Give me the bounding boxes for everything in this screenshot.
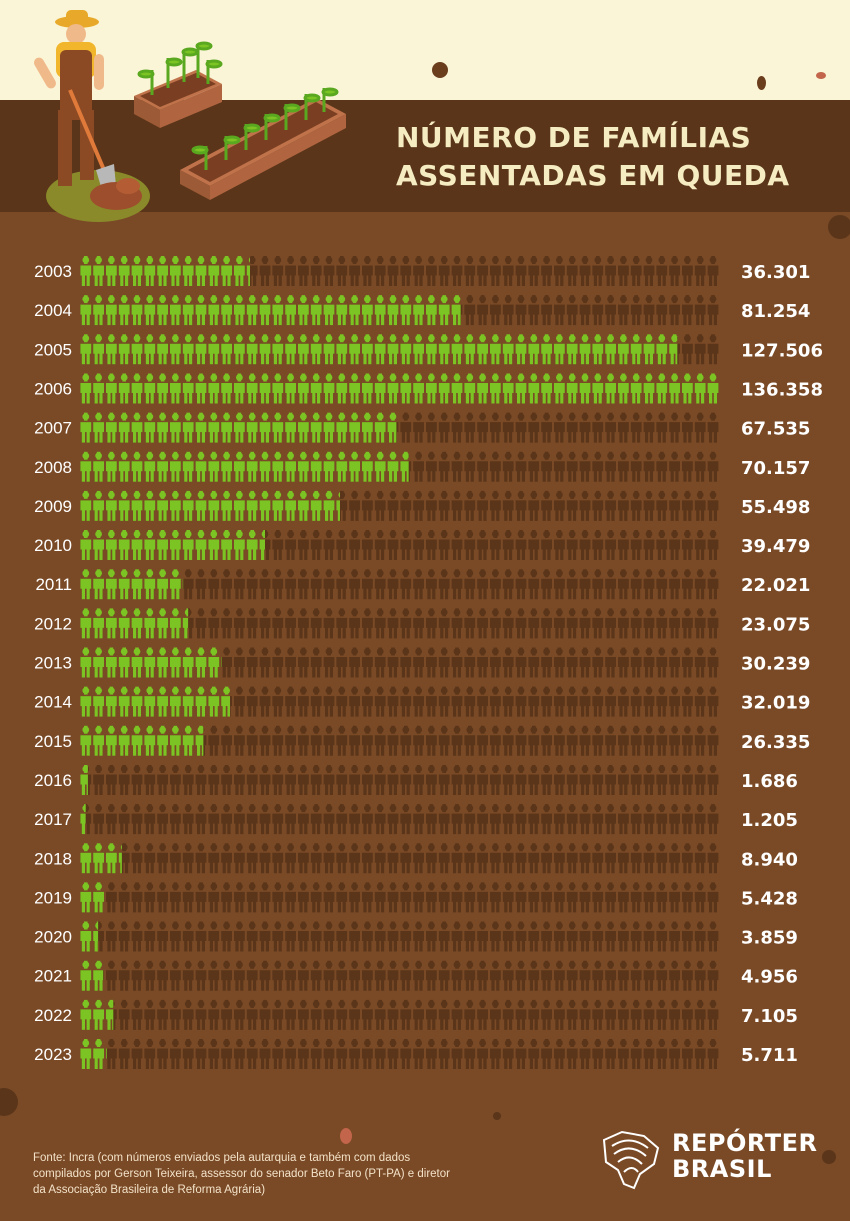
planter-box-icon <box>180 87 346 200</box>
dirt-speck <box>816 72 826 79</box>
year-label: 2003 <box>34 262 72 281</box>
chart-row: 2003 36.301 <box>34 256 810 286</box>
farmer-icon <box>34 10 116 190</box>
value-label: 5.428 <box>741 888 798 909</box>
value-label: 8.940 <box>741 849 798 870</box>
logo-line-2: BRASIL <box>672 1155 772 1183</box>
chart-title: NÚMERO DE FAMÍLIAS ASSENTADAS EM QUEDA <box>396 119 836 195</box>
farmer-illustration <box>34 10 346 222</box>
chart-row: 2005 127.506 <box>34 334 823 365</box>
dirt-speck <box>340 1128 352 1144</box>
bar-2005 <box>80 334 678 365</box>
value-label: 3.859 <box>741 928 798 949</box>
year-label: 2005 <box>34 340 72 359</box>
year-label: 2009 <box>34 497 72 516</box>
year-label: 2007 <box>34 419 72 438</box>
year-label: 2006 <box>34 379 72 398</box>
value-label: 4.956 <box>741 967 798 988</box>
chart-row: 2019 5.428 <box>34 882 798 913</box>
empty-figures <box>80 1039 719 1069</box>
dirt-speck <box>432 62 448 78</box>
source-note: Fonte: Incra (com números enviados pela … <box>33 1152 450 1196</box>
value-label: 32.019 <box>741 693 810 714</box>
value-label: 23.075 <box>741 614 810 635</box>
value-label: 26.335 <box>741 732 810 753</box>
chart-row: 2022 7.105 <box>34 999 798 1030</box>
chart-row: 2006 136.358 <box>34 373 823 404</box>
year-label: 2018 <box>34 849 72 868</box>
chart-row: 2017 1.205 <box>34 804 798 835</box>
year-label: 2016 <box>34 771 72 790</box>
chart-row: 2008 70.157 <box>34 451 810 482</box>
empty-figures <box>80 843 719 874</box>
value-label: 36.301 <box>741 262 810 283</box>
year-label: 2011 <box>35 575 72 594</box>
brazil-map-fingerprint-icon <box>602 1130 660 1190</box>
value-label: 136.358 <box>741 379 823 400</box>
value-label: 39.479 <box>741 536 810 557</box>
dirt-speck <box>822 1150 836 1164</box>
soil-pile-icon <box>90 178 142 210</box>
year-label: 2013 <box>34 654 72 673</box>
chart-row: 2012 23.075 <box>34 608 810 639</box>
empty-figures <box>80 764 719 795</box>
chart-row: 2007 67.535 <box>34 412 810 443</box>
logo-wordmark: REPÓRTER BRASIL <box>672 1130 818 1182</box>
value-label: 1.205 <box>741 810 798 831</box>
dirt-speck <box>757 76 766 90</box>
chart-row: 2018 8.940 <box>34 843 798 874</box>
empty-figures <box>80 882 719 913</box>
chart-row: 2021 4.956 <box>34 960 798 991</box>
year-label: 2023 <box>34 1045 72 1064</box>
year-label: 2015 <box>34 732 72 751</box>
empty-figures <box>80 999 719 1030</box>
year-label: 2008 <box>34 458 72 477</box>
dirt-speck <box>0 1088 18 1116</box>
chart-title-line-2: ASSENTADAS EM QUEDA <box>396 159 790 192</box>
value-label: 22.021 <box>741 575 810 596</box>
chart-row: 2004 81.254 <box>34 295 810 326</box>
chart-row: 2009 55.498 <box>34 490 810 521</box>
value-label: 67.535 <box>741 419 810 440</box>
empty-figures <box>80 804 719 835</box>
year-label: 2021 <box>34 967 72 986</box>
value-label: 1.686 <box>741 771 798 792</box>
year-label: 2022 <box>34 1006 72 1025</box>
value-label: 127.506 <box>741 340 823 361</box>
year-label: 2012 <box>34 614 72 633</box>
chart-row: 2014 32.019 <box>34 686 810 717</box>
value-label: 7.105 <box>741 1006 798 1027</box>
year-label: 2004 <box>34 301 72 320</box>
value-label: 70.157 <box>741 458 810 479</box>
bar-2006 <box>80 373 719 404</box>
year-label: 2019 <box>34 888 72 907</box>
chart-row: 2010 39.479 <box>34 530 810 561</box>
reporter-brasil-logo: REPÓRTER BRASIL <box>596 1126 826 1196</box>
value-label: 81.254 <box>741 301 810 322</box>
header-cream-band <box>0 0 850 100</box>
empty-figures <box>80 921 719 952</box>
year-label: 2020 <box>34 928 72 947</box>
chart-row: 2013 30.239 <box>34 647 810 678</box>
value-label: 30.239 <box>741 654 810 675</box>
year-label: 2017 <box>34 810 72 829</box>
chart-row: 2011 22.021 <box>35 569 810 600</box>
chart-row: 2015 26.335 <box>34 725 810 756</box>
planter-box-icon <box>134 41 223 128</box>
value-label: 5.711 <box>741 1045 798 1066</box>
chart-row: 2023 5.711 <box>34 1039 798 1069</box>
year-label: 2010 <box>34 536 72 555</box>
chart-row: 2016 1.686 <box>34 764 798 795</box>
empty-figures <box>80 960 719 991</box>
chart-title-line-1: NÚMERO DE FAMÍLIAS <box>396 121 752 154</box>
year-label: 2014 <box>34 693 72 712</box>
dirt-speck <box>493 1112 501 1120</box>
dirt-speck <box>828 215 850 239</box>
chart-row: 2020 3.859 <box>34 921 798 952</box>
value-label: 55.498 <box>741 497 810 518</box>
logo-line-1: REPÓRTER <box>672 1129 818 1157</box>
